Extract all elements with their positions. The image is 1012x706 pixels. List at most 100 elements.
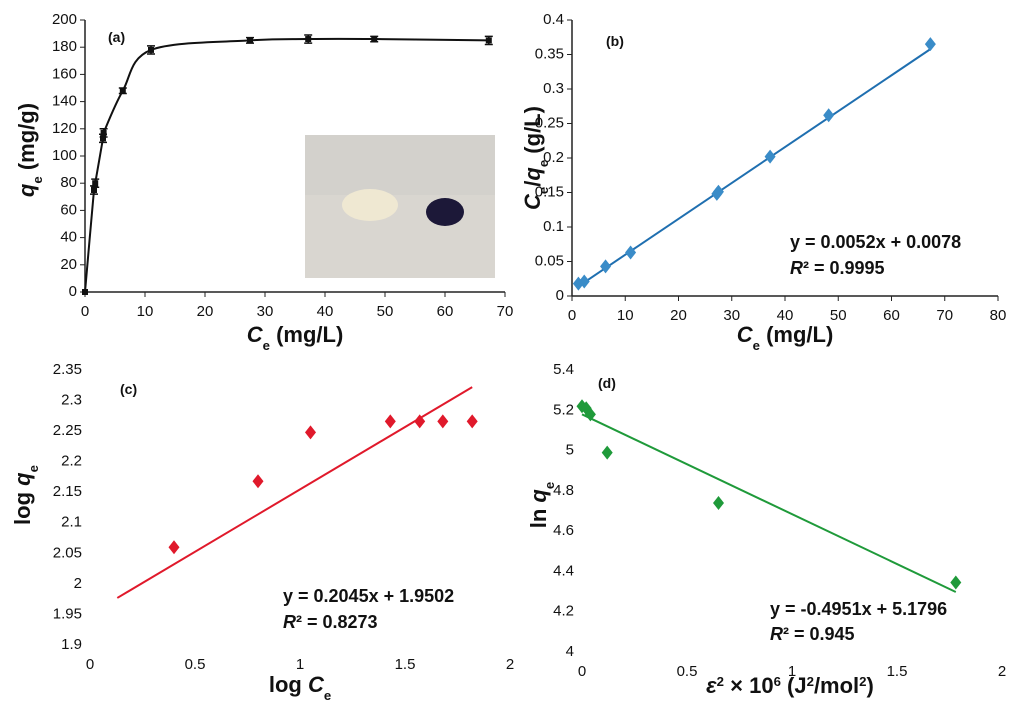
label-part: 2 bbox=[859, 674, 866, 689]
rich-label: Ce (mg/L) bbox=[737, 322, 834, 353]
equation: y = 0.0052x + 0.0078 bbox=[790, 232, 961, 252]
x-tick-label: 0 bbox=[568, 307, 576, 324]
panel-label: (c) bbox=[120, 381, 137, 397]
rich-label: log Ce bbox=[269, 672, 331, 703]
label-part: R bbox=[790, 258, 803, 278]
x-tick-label: 30 bbox=[257, 303, 274, 320]
label-part: e bbox=[263, 338, 270, 353]
x-tick-label: 1 bbox=[296, 656, 304, 673]
point bbox=[101, 130, 107, 136]
rich-label: Ce (mg/L) bbox=[247, 322, 344, 353]
label-part: (J bbox=[781, 673, 807, 698]
label-part: e bbox=[30, 176, 45, 183]
y-tick-label: 2 bbox=[74, 575, 82, 592]
label-part: log bbox=[10, 486, 35, 525]
label-part: ) bbox=[867, 673, 874, 698]
point bbox=[148, 47, 154, 53]
figure: 0102030405060700204060801001201401601802… bbox=[0, 0, 1012, 706]
y-tick-label: 0.3 bbox=[543, 80, 564, 97]
point bbox=[305, 425, 316, 439]
x-tick-label: 0.5 bbox=[185, 656, 206, 673]
x-tick-label: 70 bbox=[936, 307, 953, 324]
point bbox=[82, 289, 88, 295]
equation: y = 0.2045x + 1.9502 bbox=[283, 586, 454, 606]
label-part: R bbox=[770, 624, 783, 644]
label-part: R bbox=[283, 612, 296, 632]
y-tick-label: 60 bbox=[60, 201, 77, 218]
label-part: C bbox=[247, 322, 264, 347]
y-tick-label: 0 bbox=[556, 287, 564, 304]
y-tick-label: 0.35 bbox=[535, 45, 564, 62]
label-part: ln bbox=[526, 503, 551, 529]
rich-label: qe (mg/g) bbox=[14, 103, 45, 197]
y-tick-label: 40 bbox=[60, 229, 77, 246]
label-part: e bbox=[542, 482, 557, 489]
x-tick-label: 20 bbox=[197, 303, 214, 320]
x-tick-label: 70 bbox=[497, 303, 514, 320]
label-part: e bbox=[536, 160, 551, 167]
rich-label: R² = 0.9995 bbox=[790, 258, 885, 278]
y-tick-label: 4.4 bbox=[553, 562, 574, 579]
point bbox=[602, 446, 613, 460]
label-part: q bbox=[14, 183, 39, 197]
y-tick-label: 180 bbox=[52, 38, 77, 55]
label-part: log bbox=[269, 672, 308, 697]
x-tick-label: 2 bbox=[998, 663, 1006, 680]
panel-label: (a) bbox=[108, 29, 125, 45]
photo-wall bbox=[305, 135, 495, 195]
x-tick-label: 50 bbox=[377, 303, 394, 320]
y-tick-label: 0 bbox=[69, 283, 77, 300]
point bbox=[437, 414, 448, 428]
y-tick-label: 2.05 bbox=[53, 544, 82, 561]
y-tick-label: 5 bbox=[566, 442, 574, 459]
label-part: ² = 0.945 bbox=[783, 624, 855, 644]
y-tick-label: 2.25 bbox=[53, 422, 82, 439]
x-tick-label: 0 bbox=[81, 303, 89, 320]
y-tick-label: 1.95 bbox=[53, 605, 82, 622]
point bbox=[371, 36, 377, 42]
trendline bbox=[582, 414, 956, 592]
x-tick-label: 80 bbox=[990, 307, 1007, 324]
label-part: × 10 bbox=[724, 673, 774, 698]
label-part: e bbox=[753, 338, 760, 353]
label-part: C bbox=[520, 193, 545, 210]
label-part: ² = 0.8273 bbox=[296, 612, 378, 632]
label-part: q bbox=[520, 167, 545, 181]
y-tick-label: 0.1 bbox=[543, 218, 564, 235]
point bbox=[247, 37, 253, 43]
equation: y = -0.4951x + 5.1796 bbox=[770, 599, 947, 619]
x-tick-label: 20 bbox=[670, 307, 687, 324]
label-part: C bbox=[308, 672, 325, 697]
x-tick-label: 60 bbox=[437, 303, 454, 320]
y-tick-label: 4 bbox=[566, 643, 574, 660]
x-tick-label: 10 bbox=[617, 307, 634, 324]
label-part: q bbox=[526, 489, 551, 503]
label-part: 6 bbox=[774, 674, 781, 689]
y-tick-label: 80 bbox=[60, 174, 77, 191]
x-tick-label: 1.5 bbox=[395, 656, 416, 673]
label-part: e bbox=[324, 688, 331, 703]
point bbox=[486, 37, 492, 43]
label-part: e bbox=[536, 187, 551, 194]
label-part: (g/L) bbox=[520, 106, 545, 160]
y-tick-label: 160 bbox=[52, 65, 77, 82]
y-tick-label: 2.35 bbox=[53, 361, 82, 378]
white-powder bbox=[342, 189, 398, 221]
x-tick-label: 40 bbox=[317, 303, 334, 320]
y-tick-label: 100 bbox=[52, 147, 77, 164]
rich-label: ε2 × 106 (J2/mol2) bbox=[706, 673, 874, 698]
label-part: (mg/L) bbox=[760, 322, 833, 347]
rich-label: log qe bbox=[10, 465, 41, 525]
point bbox=[92, 180, 98, 186]
rich-label: R² = 0.8273 bbox=[283, 612, 378, 632]
x-tick-label: 0.5 bbox=[677, 663, 698, 680]
point bbox=[950, 576, 961, 590]
y-tick-label: 200 bbox=[52, 11, 77, 28]
y-tick-label: 5.4 bbox=[553, 361, 574, 378]
x-tick-label: 60 bbox=[883, 307, 900, 324]
y-tick-label: 5.2 bbox=[553, 401, 574, 418]
y-tick-label: 0.4 bbox=[543, 11, 564, 28]
point bbox=[925, 37, 936, 51]
point bbox=[305, 36, 311, 42]
label-part: C bbox=[737, 322, 754, 347]
